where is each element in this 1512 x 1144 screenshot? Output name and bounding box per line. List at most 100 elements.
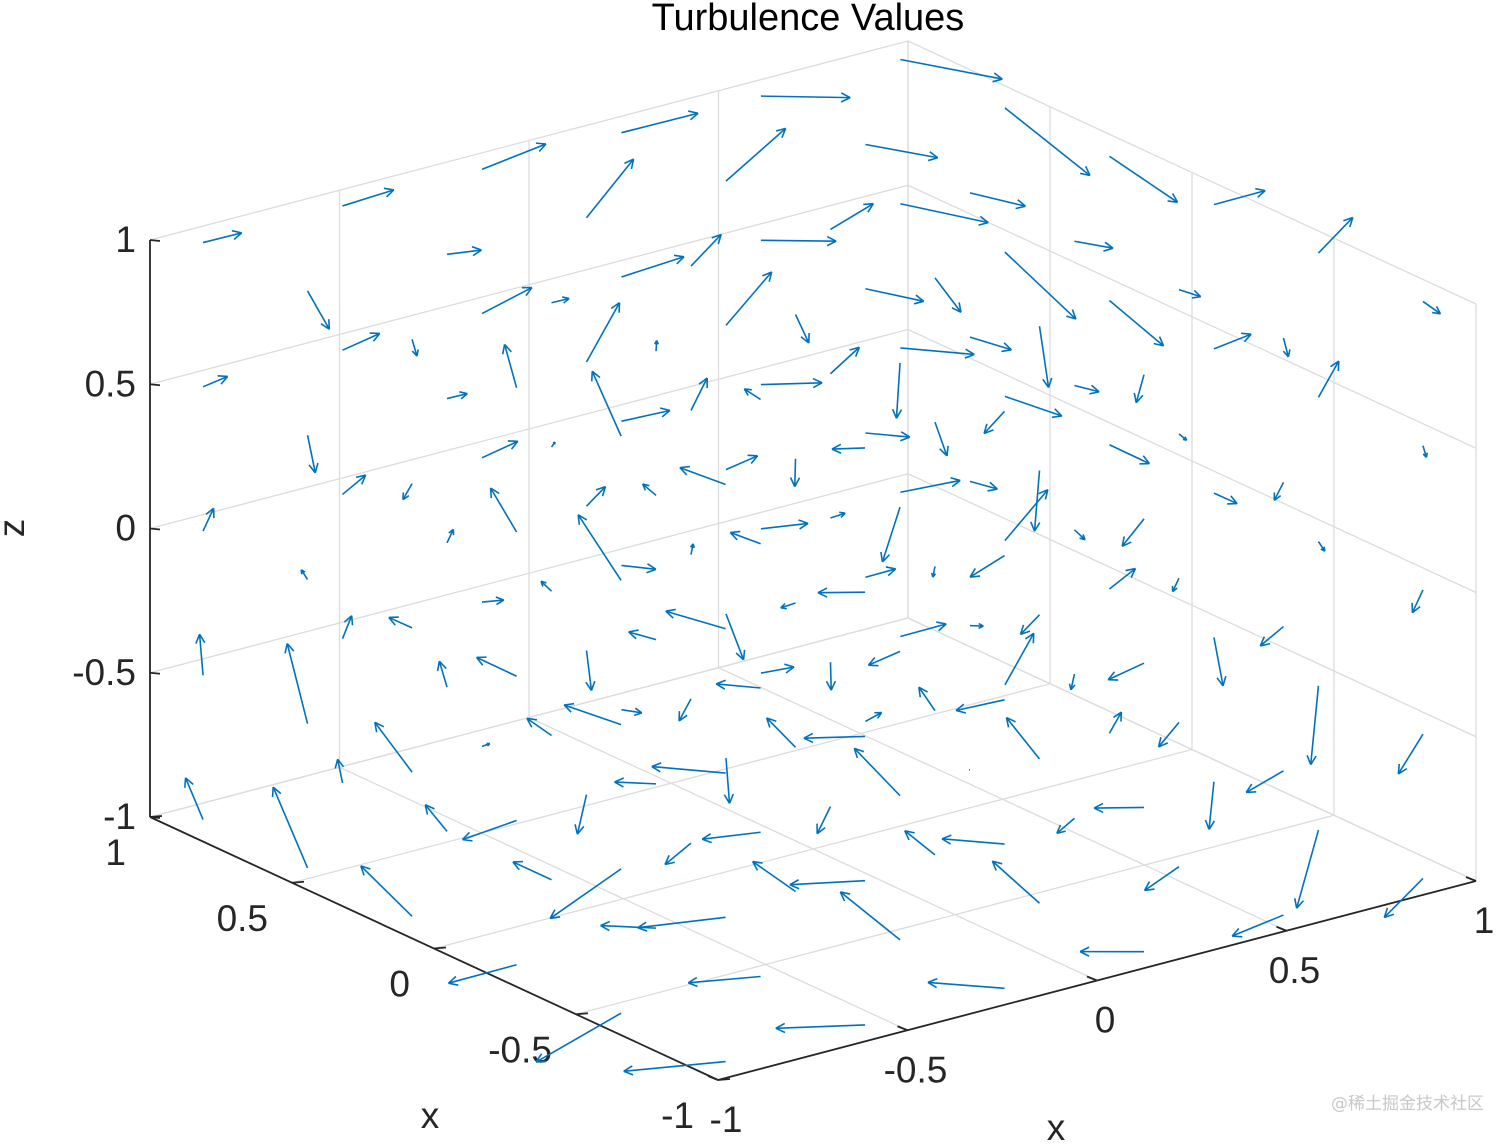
grid-line [907,617,1477,882]
arrow [585,158,635,219]
arrow-head [750,455,759,465]
arrow-shaft [341,615,353,639]
arrow-shaft [535,1012,622,1063]
arrow-shaft [900,347,975,356]
arrow-head [798,519,809,525]
arrow [760,519,809,530]
arrow-shaft [1019,614,1041,635]
chart-title: Turbulence Values [652,0,965,39]
arrow [306,290,331,330]
arrow-head [653,340,658,345]
arrow-shaft [1004,107,1091,177]
arrow-head [525,287,533,297]
arrow-shaft [1033,470,1041,532]
arrow-head [549,909,556,919]
arrow-head [1167,200,1178,204]
arrow-head [1033,522,1041,532]
arrow-shaft [198,634,204,676]
arrow-head [789,477,796,487]
arrow-head [1130,568,1137,578]
arrow-shaft [766,717,797,748]
arrow [1005,716,1041,760]
arrow-shaft [446,529,455,544]
arrow-head [1273,495,1282,502]
arrow-head [1435,306,1442,315]
arrow-head [1282,350,1289,358]
grid-lines [149,40,1477,1081]
arrow [1109,444,1151,465]
arrow-head [512,861,520,871]
arrow-shaft [342,189,395,207]
arrow [424,804,448,832]
arrow-head [411,350,418,357]
arrow-head [1323,546,1326,552]
arrow-head [217,374,228,378]
arrow [880,506,901,563]
arrow-head [849,346,860,351]
arrow-shaft [789,879,866,886]
arrow-shaft [424,804,448,832]
arrow [637,916,726,932]
arrow [621,407,671,422]
arrow-head [951,479,961,488]
arrow [865,566,897,579]
arrow-head [286,642,295,652]
arrow-shaft [969,554,1005,578]
grid-line [907,184,1477,449]
arrow [983,410,1006,435]
arrow [342,332,381,351]
grid-line [907,40,1477,305]
arrow-head [1091,384,1100,393]
arrow [585,485,607,507]
arrow-head [765,717,771,728]
arrow-head [1158,742,1169,748]
arrow [664,842,692,866]
arrow-head [1070,684,1076,691]
arrow-shaft [1383,877,1424,919]
arrow-shaft [585,650,593,691]
arrow [1317,216,1354,254]
arrow-head [992,78,1003,83]
arrow-shaft [793,458,797,487]
arrow-shaft [1108,567,1136,590]
axes: -1 -0.5 0 0.5 1 1 0.5 0 -0.5 -1 -1 -0.5 0 0.5 1 [72,219,1494,1140]
z-tick-label: 1 [115,219,136,260]
arrow-head [1172,587,1178,593]
arrow-shaft [743,388,761,401]
arrow [900,58,1003,83]
y-tick [897,1025,908,1032]
arrow-head [1306,754,1312,765]
arrow-shaft [817,591,866,594]
arrow-shaft [306,290,331,330]
arrow-field [184,58,1442,1076]
arrow [1213,187,1266,206]
arrow-head [1204,819,1210,830]
arrow-head [424,804,429,815]
arrow-head [840,96,851,103]
arrow [1273,481,1285,502]
arrow-head [300,569,303,575]
arrow-shaft [306,435,317,473]
arrow-head [1222,675,1227,687]
arrow-shaft [1004,395,1063,417]
arrow-shaft [1178,288,1201,298]
arrow-head [595,485,606,491]
arrow-head [939,448,948,457]
arrow-head [308,464,316,474]
arrow [830,511,846,519]
arrow-head [1054,408,1063,417]
arrow [934,277,962,313]
arrow-head [918,686,929,693]
arrow-head [1113,711,1122,719]
arrow-shaft [1309,685,1320,765]
arrow [751,860,796,893]
arrow-head [1003,342,1012,351]
arrow-shaft [932,566,936,578]
arrow [1178,288,1202,299]
arrow-head [1153,342,1164,347]
arrow-head [233,232,243,241]
arrow-head [372,332,381,342]
arrow-shaft [446,392,468,400]
arrow-head [600,924,610,932]
arrow-shaft [780,602,796,609]
